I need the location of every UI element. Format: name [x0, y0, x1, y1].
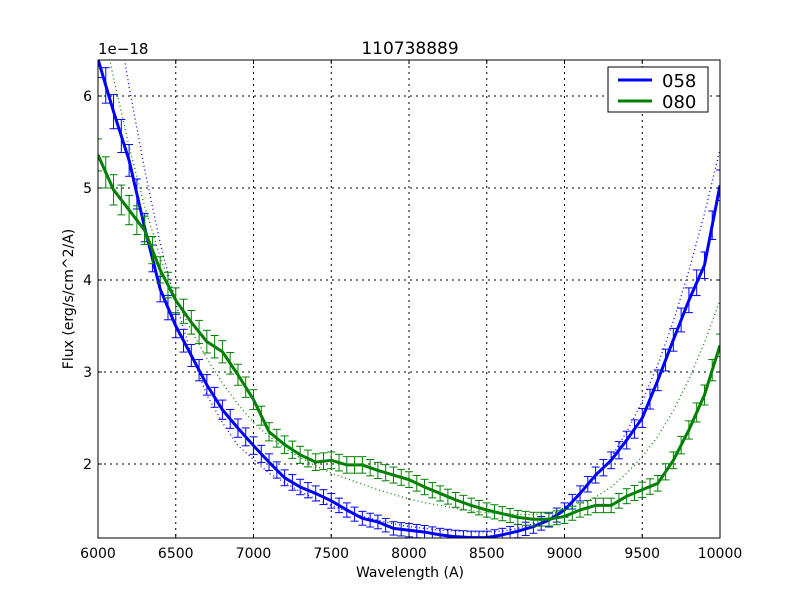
- y-tick-label: 6: [83, 89, 92, 105]
- series-line-058: [98, 60, 720, 538]
- axis-ticks: 6000 6500 7000 7500 8000 8500 9000 9500 10000 2 3 4…: [80, 60, 742, 562]
- x-tick-label: 8500: [469, 546, 505, 562]
- y-tick-label: 3: [83, 365, 92, 381]
- y-axis-label: Flux (erg/s/cm^2/A): [61, 229, 77, 369]
- x-tick-label: 7000: [236, 546, 272, 562]
- legend-box: [607, 66, 709, 113]
- x-axis-label: Wavelength (A): [356, 565, 464, 581]
- x-tick-label: 6500: [158, 546, 194, 562]
- legend-label-080: 080: [662, 92, 696, 113]
- series-080: [98, 138, 720, 527]
- series-line-080: [98, 154, 720, 521]
- plot-area: [98, 60, 720, 538]
- legend: 058 080: [607, 66, 709, 113]
- grid-lines: [98, 60, 720, 538]
- x-tick-label: 10000: [698, 546, 743, 562]
- x-tick-label: 6000: [80, 546, 116, 562]
- chart-title: 110738889: [361, 39, 458, 59]
- x-tick-label: 7500: [313, 546, 349, 562]
- y-tick-label: 2: [83, 457, 92, 473]
- x-tick-label: 8000: [391, 546, 427, 562]
- data-series: [98, 60, 720, 538]
- legend-label-058: 058: [662, 71, 696, 92]
- y-tick-label: 4: [83, 273, 92, 289]
- y-offset-label: 1e−18: [98, 40, 148, 58]
- y-tick-label: 5: [83, 181, 92, 197]
- x-tick-label: 9000: [547, 546, 583, 562]
- x-tick-label: 9500: [624, 546, 660, 562]
